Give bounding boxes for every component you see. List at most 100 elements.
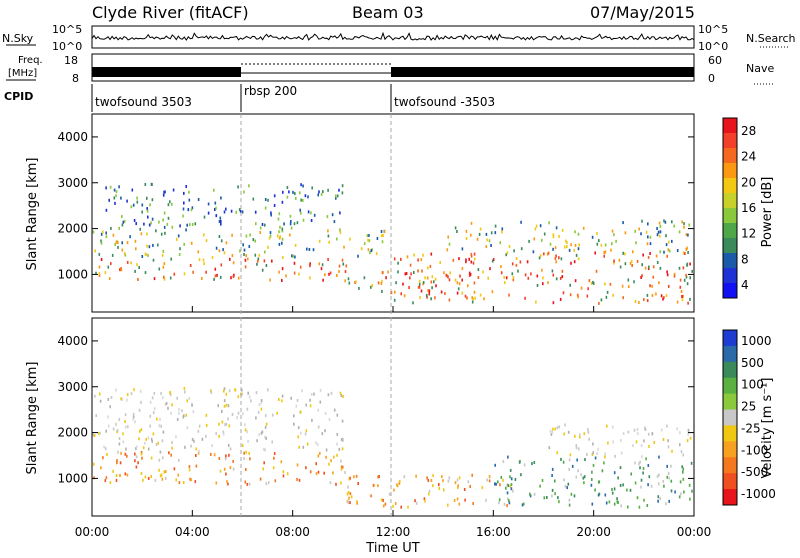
range-gate-cell	[339, 228, 341, 232]
range-gate-cell	[454, 278, 457, 282]
range-gate-cell	[109, 185, 112, 189]
range-gate-cell	[372, 483, 375, 487]
range-gate-cell	[225, 403, 228, 407]
range-gate-cell	[130, 205, 133, 209]
range-gate-cell	[121, 223, 124, 227]
range-gate-cell	[680, 290, 683, 293]
range-gate-cell	[306, 442, 309, 446]
range-gate-cell	[648, 475, 651, 479]
range-gate-cell	[541, 238, 543, 242]
range-gate-cell	[670, 464, 672, 468]
power-frame	[91, 113, 695, 313]
range-gate-cell	[614, 454, 616, 458]
range-gate-cell	[632, 444, 634, 447]
range-gate-cell	[420, 258, 423, 262]
y-tick-label: 1000	[57, 267, 88, 281]
range-gate-cell	[671, 449, 673, 453]
range-gate-cell	[604, 243, 607, 247]
range-gate-cell	[681, 465, 683, 469]
range-gate-cell	[152, 411, 155, 415]
range-gate-cell	[417, 285, 420, 289]
range-gate-cell	[119, 474, 121, 477]
range-gate-cell	[647, 483, 649, 487]
nsearch-tick-top: 10^5	[698, 23, 728, 36]
range-gate-cell	[380, 498, 383, 502]
range-gate-cell	[252, 197, 255, 201]
range-gate-cell	[577, 447, 580, 451]
range-gate-cell	[214, 208, 216, 211]
range-gate-cell	[243, 456, 245, 460]
range-gate-cell	[642, 467, 645, 470]
range-gate-cell	[191, 206, 194, 210]
range-gate-cell	[296, 221, 299, 225]
range-gate-cell	[262, 467, 264, 471]
colorbar-swatch	[723, 238, 737, 254]
range-gate-cell	[311, 186, 313, 190]
range-gate-cell	[232, 275, 235, 278]
range-gate-cell	[328, 418, 331, 421]
range-gate-cell	[659, 497, 662, 501]
range-gate-cell	[592, 280, 594, 284]
range-gate-cell	[281, 279, 283, 282]
range-gate-cell	[309, 262, 311, 266]
range-gate-cell	[583, 475, 586, 479]
range-gate-cell	[297, 426, 300, 430]
range-gate-cell	[135, 222, 137, 226]
range-gate-cell	[592, 451, 594, 455]
range-gate-cell	[491, 290, 494, 294]
range-gate-cell	[673, 272, 676, 276]
range-gate-cell	[102, 230, 104, 234]
range-gate-cell	[413, 271, 415, 274]
range-gate-cell	[264, 435, 266, 439]
range-gate-cell	[400, 292, 402, 296]
range-gate-cell	[591, 478, 593, 481]
colorbar-swatch	[723, 208, 737, 224]
range-gate-cell	[342, 395, 344, 398]
range-gate-cell	[458, 257, 460, 261]
range-gate-cell	[385, 276, 387, 280]
range-gate-cell	[597, 493, 600, 497]
range-gate-cell	[151, 198, 154, 202]
range-gate-cell	[142, 446, 145, 450]
range-gate-cell	[448, 278, 451, 282]
x-tick-label: 16:00	[476, 525, 511, 539]
range-gate-cell	[679, 431, 681, 435]
range-gate-cell	[627, 278, 630, 282]
range-gate-cell	[398, 481, 401, 485]
range-gate-cell	[108, 198, 110, 202]
range-gate-cell	[264, 250, 266, 254]
range-gate-cell	[423, 497, 426, 501]
range-gate-cell	[315, 441, 317, 445]
range-gate-cell	[635, 241, 637, 245]
range-gate-cell	[146, 244, 148, 248]
range-gate-cell	[281, 227, 284, 231]
range-gate-cell	[98, 265, 101, 269]
range-gate-cell	[232, 467, 235, 471]
range-gate-cell	[682, 467, 685, 471]
range-gate-cell	[649, 284, 651, 288]
freq-unit: [MHz]	[8, 68, 37, 79]
range-gate-cell	[93, 434, 96, 437]
range-gate-cell	[141, 255, 144, 258]
range-gate-cell	[347, 485, 349, 489]
colorbar-tick-label: 4	[741, 278, 749, 292]
range-gate-cell	[367, 238, 369, 242]
range-gate-cell	[676, 427, 678, 431]
range-gate-cell	[665, 234, 667, 238]
range-gate-cell	[164, 470, 167, 473]
range-gate-cell	[647, 432, 650, 436]
range-gate-cell	[344, 471, 346, 474]
range-gate-cell	[173, 272, 176, 276]
range-gate-cell	[658, 281, 660, 285]
range-gate-cell	[554, 492, 556, 496]
range-gate-cell	[397, 261, 399, 265]
range-gate-cell	[594, 456, 597, 460]
range-gate-cell	[315, 462, 317, 466]
range-gate-cell	[644, 266, 647, 270]
range-gate-cell	[313, 392, 315, 396]
range-gate-cell	[103, 445, 105, 449]
range-gate-cell	[444, 292, 446, 296]
range-gate-cell	[165, 401, 168, 405]
range-gate-cell	[202, 258, 205, 262]
range-gate-cell	[289, 214, 292, 218]
